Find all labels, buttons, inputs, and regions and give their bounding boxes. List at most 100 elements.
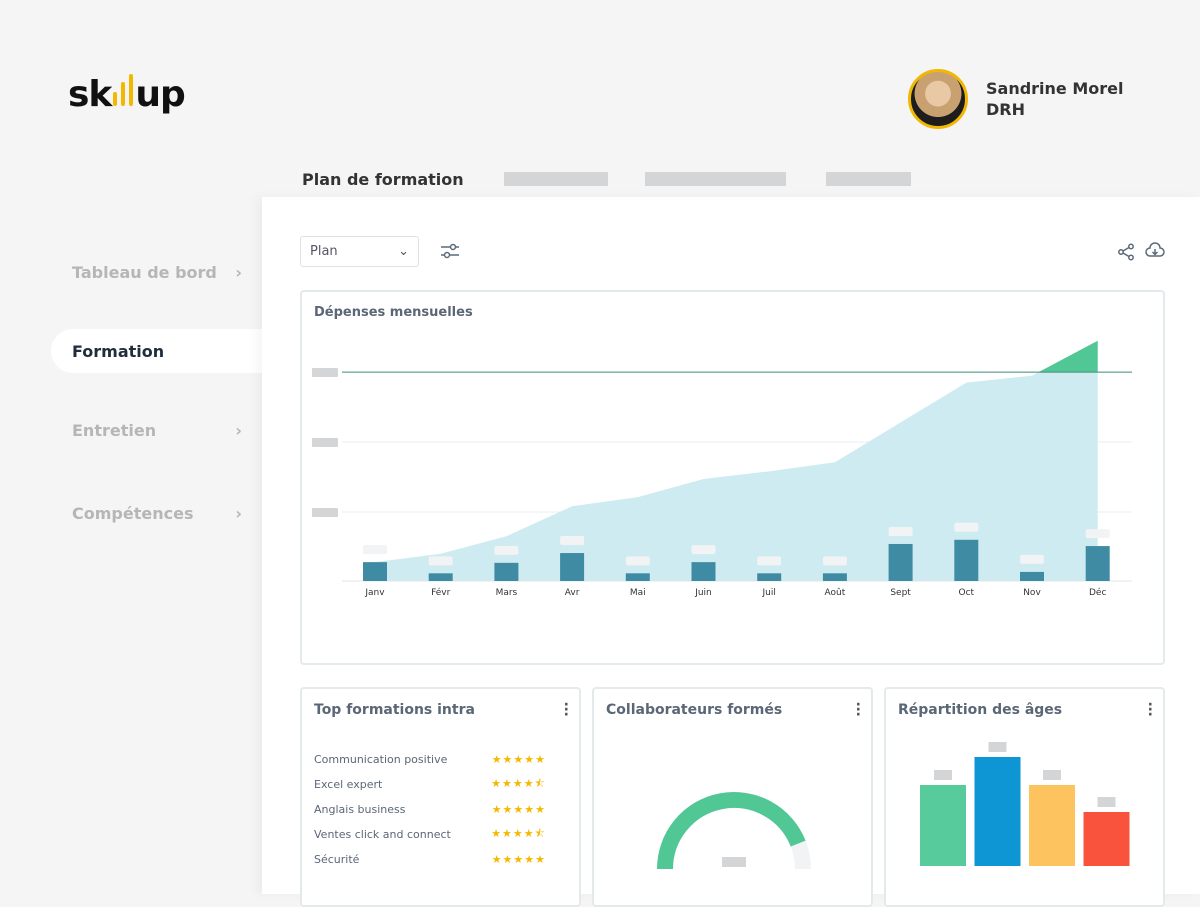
card-title: Répartition des âges [898, 702, 1063, 718]
x-tick-label: Août [825, 588, 846, 598]
card-title: Dépenses mensuelles [314, 305, 473, 320]
sidebar-item-label: Entretien [72, 420, 157, 440]
y-tick-placeholder [312, 508, 338, 517]
cumulative-area [375, 340, 1098, 581]
star-rating: ★★★★⯪ [491, 827, 546, 840]
tab-placeholder[interactable] [644, 172, 786, 186]
age-bar-chart [920, 742, 1130, 866]
tab-placeholder[interactable] [825, 172, 911, 186]
gauge-fill [657, 792, 806, 870]
x-tick-label: Mars [496, 588, 518, 598]
more-options-icon[interactable]: · · · [563, 697, 569, 723]
sliders-icon[interactable] [440, 243, 460, 259]
x-tick-label: Sept [890, 588, 911, 598]
bar-label-placeholder [1020, 554, 1044, 564]
bar-Mars [494, 562, 519, 581]
user-profile[interactable]: Sandrine Morel DRH [908, 69, 1124, 129]
bar-label-placeholder [494, 545, 519, 555]
monthly-spend-card: Dépenses mensuelles Janv Févr Mars Avr Mai Ju… [300, 290, 1165, 665]
x-tick-label: Nov [1023, 588, 1041, 598]
age-bar [1083, 812, 1130, 866]
main-panel: Plan ⌄ Dépenses mensuelles Janv Févr Mars Av… [262, 197, 1200, 907]
formation-name: Communication positive [314, 753, 448, 766]
chevron-right-icon: › [235, 503, 242, 523]
more-options-icon[interactable]: · · · [1147, 697, 1153, 723]
x-tick-label: Mai [630, 588, 646, 598]
sidebar-item-entretien[interactable]: Entretien › [51, 408, 262, 452]
star-rating: ★★★★⯪ [491, 777, 546, 790]
bar-label-placeholder [1085, 529, 1110, 539]
bar-Déc [1085, 546, 1110, 581]
bar-Juin [691, 562, 716, 581]
sidebar-item-competences[interactable]: Compétences › [51, 491, 262, 535]
bar-Mai [625, 573, 650, 581]
gauge-value-placeholder [722, 857, 746, 867]
bar-label-placeholder [1097, 797, 1116, 807]
star-rating: ★★★★★ [491, 853, 546, 866]
x-tick-label: Oct [959, 588, 975, 598]
formation-name: Excel expert [314, 778, 383, 791]
bar-Avr [560, 553, 585, 581]
age-bar [974, 757, 1021, 866]
card-title: Top formations intra [314, 702, 475, 718]
formation-name: Anglais business [314, 803, 406, 816]
sidebar-item-label: Formation [72, 341, 165, 361]
bar-label-placeholder [625, 556, 650, 566]
sidebar-item-tableau-de-bord[interactable]: Tableau de bord › [51, 250, 262, 294]
star-rating: ★★★★★ [491, 753, 546, 766]
x-tick-label: Déc [1089, 587, 1106, 598]
cloud-download-icon[interactable] [1145, 242, 1165, 260]
bar-Août [822, 573, 847, 581]
bar-Nov [1020, 571, 1044, 581]
formation-name: Ventes click and connect [314, 828, 451, 841]
sidebar-item-label: Tableau de bord [72, 262, 217, 282]
collaborateurs-card: Collaborateurs formés · · · [592, 687, 873, 907]
sidebar-item-label: Compétences [72, 503, 194, 523]
list-item: Ventes click and connect ★★★★⯪ [314, 822, 546, 847]
sidebar-item-formation[interactable]: Formation [51, 329, 262, 373]
bar-label-placeholder [1043, 770, 1061, 780]
card-title: Collaborateurs formés [606, 702, 783, 718]
top-formations-card: Top formations intra · · · Communication p… [300, 687, 581, 907]
bar-label-placeholder [934, 770, 952, 780]
list-item: Excel expert ★★★★⯪ [314, 772, 546, 797]
list-item: Anglais business ★★★★★ [314, 797, 546, 822]
bar-Janv [363, 562, 387, 581]
y-tick-placeholder [312, 368, 338, 377]
age-bar [920, 785, 966, 866]
y-tick-placeholder [312, 438, 338, 447]
bar-label-placeholder [954, 522, 979, 532]
age-bar [1029, 785, 1075, 866]
age-distribution-card: Répartition des âges · · · [884, 687, 1165, 907]
x-tick-label: Juil [762, 588, 776, 598]
bar-label-placeholder [822, 556, 847, 566]
gauge-chart [657, 792, 811, 870]
tab-placeholder[interactable] [503, 172, 608, 186]
chevron-right-icon: › [235, 262, 242, 282]
more-options-icon[interactable]: · · · [855, 697, 861, 723]
bar-label-placeholder [988, 742, 1007, 752]
bar-label-placeholder [560, 536, 585, 546]
formation-name: Sécurité [314, 853, 360, 866]
bar-Sept [888, 543, 913, 581]
chevron-down-icon: ⌄ [398, 244, 409, 259]
avatar [908, 69, 968, 129]
x-tick-label: Avr [565, 588, 580, 598]
sidebar: Tableau de bord › Formation Entretien › Co… [51, 250, 262, 570]
share-icon[interactable] [1117, 243, 1135, 261]
list-item: Sécurité ★★★★★ [314, 847, 546, 872]
bar-label-placeholder [757, 556, 782, 566]
skillup-logo: sk up [68, 74, 186, 115]
star-rating: ★★★★★ [491, 803, 546, 816]
over-target-area [1038, 340, 1098, 373]
bar-Févr [428, 573, 453, 581]
user-name: Sandrine Morel [986, 79, 1124, 98]
list-item: Communication positive ★★★★★ [314, 747, 546, 772]
monthly-spend-chart: Janv Févr Mars Avr Mai Juin Juil Août Sept Oct Nov… [312, 340, 1132, 598]
bar-Juil [757, 573, 782, 581]
user-role: DRH [986, 100, 1025, 119]
bar-Oct [954, 539, 979, 581]
select-value: Plan [310, 244, 338, 259]
chevron-right-icon: › [235, 420, 242, 440]
plan-select[interactable]: Plan ⌄ [300, 236, 419, 267]
